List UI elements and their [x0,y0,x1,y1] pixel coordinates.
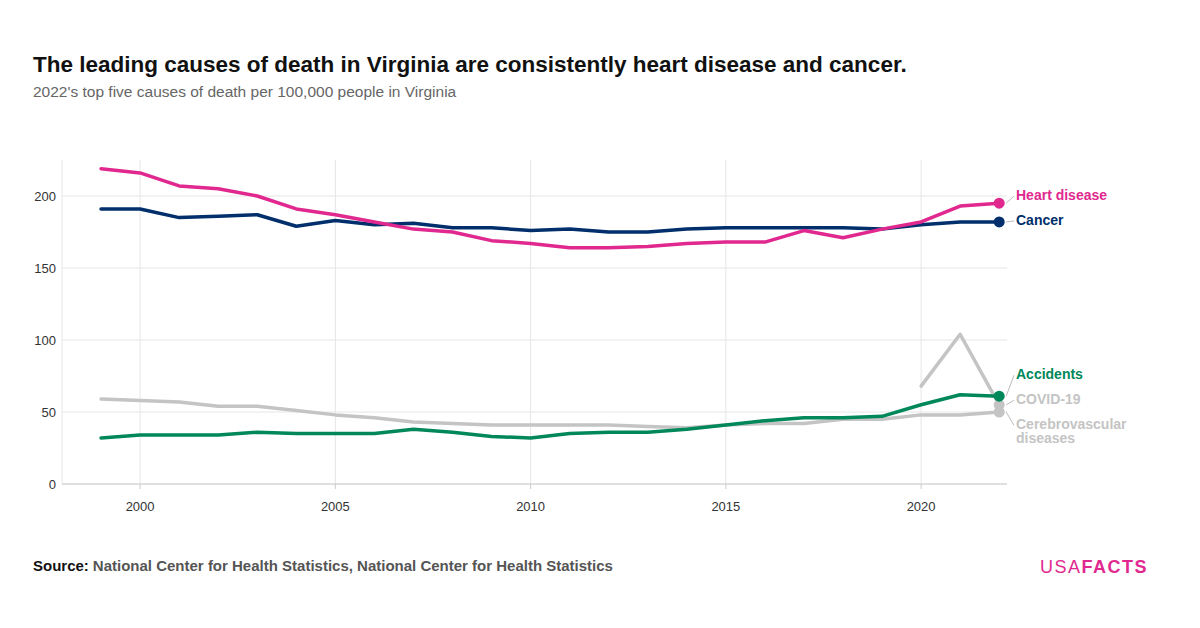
x-tick-label: 2020 [907,499,936,514]
source: Source:National Center for Health Statis… [33,557,613,574]
y-tick-label: 100 [34,333,56,348]
y-grid-line [62,412,1007,413]
x-axis-line [62,484,1007,485]
y-grid-line [62,484,1007,485]
series-label: Cerebrovasculardiseases [1016,416,1127,446]
brand: USAFACTS [1040,557,1148,577]
title: The leading causes of death in Virginia … [33,52,907,77]
y-tick-label: 50 [42,405,56,420]
source-label: Source: [33,557,89,574]
label-line: diseases [1016,430,1075,446]
end-marker [994,216,1005,227]
x-tick-label: 2010 [516,499,545,514]
series-line [101,395,999,438]
marks [101,169,1005,438]
chart: The leading causes of death in Virginia … [0,0,1200,628]
label-leader [1006,196,1014,203]
label-leader [1006,400,1014,404]
x-tick [725,484,726,489]
series-label: Cancer [1016,212,1064,228]
series-label: COVID-19 [1016,391,1081,407]
y-axis-line [62,160,63,484]
series-label: Heart disease [1016,187,1107,203]
x-tick-label: 2000 [126,499,155,514]
end-marker [994,198,1005,209]
y-grid-line [62,196,1007,197]
label-leader [1006,375,1014,396]
x-tick [921,484,922,489]
x-grid-line [921,160,922,484]
y-grid-line [62,268,1007,269]
x-tick-label: 2015 [711,499,740,514]
brand-part: FACTS [1081,557,1148,577]
x-tick-label: 2005 [321,499,350,514]
series-line [101,169,999,248]
y-tick-label: 200 [34,189,56,204]
grid [62,160,1007,484]
end-marker [994,391,1005,402]
x-grid-line [530,160,531,484]
series-line [101,209,999,232]
x-tick [335,484,336,489]
source-text: National Center for Health Statistics, N… [93,557,613,574]
x-tick [530,484,531,489]
subtitle: 2022's top five causes of death per 100,… [33,83,457,100]
x-grid-line [335,160,336,484]
x-tick [140,484,141,489]
brand-part: USA [1040,557,1082,577]
y-tick-label: 0 [49,477,56,492]
x-grid-line [725,160,726,484]
label-leader [1006,412,1014,425]
label-leader [1006,221,1014,223]
y-tick-label: 150 [34,261,56,276]
series-line [101,399,999,428]
y-grid-line [62,340,1007,341]
series-label: Accidents [1016,366,1083,382]
series-labels: Heart disease Cancer Accidents COVID-19 Cere… [1006,187,1127,446]
